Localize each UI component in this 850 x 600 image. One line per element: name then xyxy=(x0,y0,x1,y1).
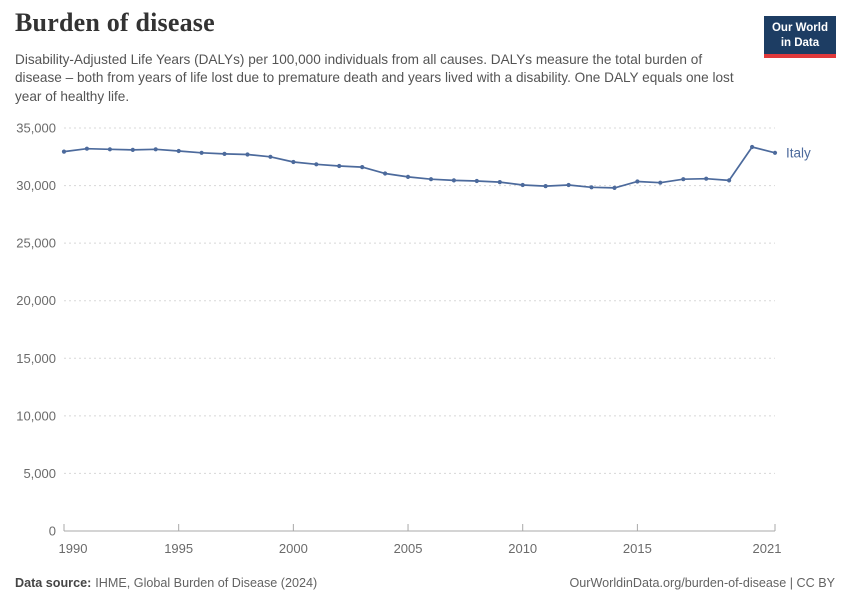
data-point xyxy=(772,150,778,155)
y-tick-label: 30,000 xyxy=(16,178,56,193)
y-tick-label: 0 xyxy=(49,524,56,539)
canonical-url-link[interactable]: OurWorldinData.org/burden-of-disease | C… xyxy=(569,576,835,590)
x-tick-label: 2015 xyxy=(623,541,652,556)
data-point xyxy=(199,150,204,155)
data-point xyxy=(658,180,663,185)
y-tick-label: 10,000 xyxy=(16,408,56,423)
x-tick-label: 2005 xyxy=(394,541,423,556)
y-tick-label: 35,000 xyxy=(16,121,56,136)
chart-subtitle: Disability-Adjusted Life Years (DALYs) p… xyxy=(15,52,734,104)
data-point xyxy=(268,154,273,159)
data-point xyxy=(750,144,755,150)
x-tick-label: 2021 xyxy=(753,541,782,556)
y-tick-label: 20,000 xyxy=(16,293,56,308)
data-point xyxy=(314,162,319,167)
data-source-text: IHME, Global Burden of Disease (2024) xyxy=(95,576,318,590)
y-tick-label: 5,000 xyxy=(23,466,56,481)
page-title: Burden of disease xyxy=(15,8,215,37)
data-point xyxy=(704,176,709,181)
data-point xyxy=(727,178,732,183)
data-point xyxy=(153,147,158,152)
x-tick-label: 2000 xyxy=(279,541,308,556)
data-point xyxy=(383,171,388,176)
owid-logo-line2: in Data xyxy=(780,36,820,49)
owid-logo[interactable]: Our World in Data xyxy=(763,16,836,58)
y-tick-label: 25,000 xyxy=(16,236,56,251)
data-source: Data source: IHME, Global Burden of Disea… xyxy=(15,576,317,590)
data-point xyxy=(176,148,181,154)
data-point xyxy=(474,178,479,184)
chart-footer: Data source: IHME, Global Burden of Disea… xyxy=(15,576,835,590)
y-tick-label: 15,000 xyxy=(16,351,56,366)
data-point xyxy=(337,163,342,169)
data-point xyxy=(405,174,411,179)
data-point xyxy=(222,151,227,156)
x-tick-label: 1995 xyxy=(164,541,193,556)
x-tick-label: 2010 xyxy=(508,541,537,556)
data-point xyxy=(543,184,548,189)
data-point xyxy=(520,182,525,188)
data-point xyxy=(451,178,456,183)
data-point xyxy=(497,180,502,185)
entity-label: Italy xyxy=(786,145,811,160)
data-point xyxy=(107,147,112,152)
data-point xyxy=(130,147,135,152)
owid-logo-line1: Our World xyxy=(771,22,828,34)
data-point xyxy=(428,177,434,182)
data-line xyxy=(63,146,776,189)
data-point xyxy=(566,182,571,188)
data-point xyxy=(681,177,686,182)
data-source-label: Data source: xyxy=(15,576,92,590)
data-point xyxy=(291,159,296,165)
data-point xyxy=(360,165,365,170)
data-point xyxy=(635,179,640,184)
data-point xyxy=(245,152,250,157)
x-tick-label: 1990 xyxy=(59,541,88,556)
data-point xyxy=(612,185,617,190)
data-point xyxy=(61,149,67,154)
data-point xyxy=(589,185,594,190)
data-point xyxy=(84,146,89,151)
